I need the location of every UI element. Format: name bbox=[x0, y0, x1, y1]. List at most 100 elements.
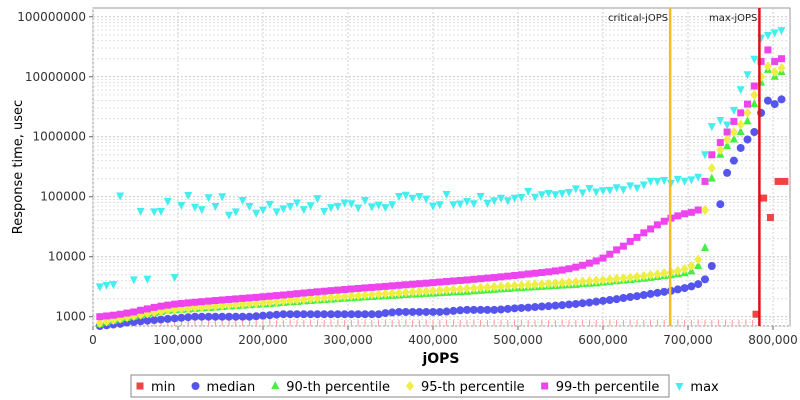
data-point-max bbox=[129, 276, 138, 285]
data-point-median bbox=[531, 303, 539, 312]
data-point-median bbox=[592, 297, 601, 306]
data-point-max bbox=[143, 275, 152, 284]
data-point-95-th-percentile bbox=[490, 281, 499, 292]
data-point-95-th-percentile bbox=[750, 89, 759, 100]
data-point-95-th-percentile bbox=[354, 290, 363, 301]
data-point-max bbox=[687, 176, 696, 185]
data-point-95-th-percentile bbox=[497, 281, 505, 292]
data-point-95-th-percentile bbox=[723, 134, 732, 145]
y-tick-label: 10000 bbox=[48, 250, 86, 264]
data-point-max bbox=[204, 194, 213, 203]
data-point-99-th-percentile bbox=[737, 109, 745, 117]
data-point-median bbox=[415, 307, 424, 316]
data-point-median bbox=[272, 310, 281, 319]
legend-label-min: min bbox=[151, 380, 176, 395]
data-point-max bbox=[544, 189, 553, 198]
data-point-median bbox=[327, 310, 335, 319]
data-point-median bbox=[558, 301, 567, 310]
data-point-99-th-percentile bbox=[184, 299, 192, 307]
data-point-median bbox=[299, 310, 308, 319]
data-point-95-th-percentile bbox=[483, 282, 492, 293]
x-tick-label: 700,000 bbox=[663, 333, 713, 347]
data-point-max bbox=[136, 207, 145, 216]
data-point-99-th-percentile bbox=[599, 254, 607, 262]
data-point-99-th-percentile bbox=[409, 280, 417, 288]
data-point-95-th-percentile bbox=[313, 293, 322, 304]
data-point-95-th-percentile bbox=[449, 284, 458, 295]
data-point-median bbox=[723, 168, 732, 177]
data-point-99-th-percentile bbox=[361, 284, 369, 292]
data-point-median bbox=[694, 280, 703, 289]
data-point-median bbox=[653, 288, 662, 297]
data-point-max bbox=[150, 208, 159, 217]
legend-swatch-90-th-percentile bbox=[271, 381, 280, 389]
data-point-median bbox=[701, 275, 709, 284]
data-point-95-th-percentile bbox=[729, 126, 738, 137]
data-point-max bbox=[503, 197, 512, 206]
data-point-median bbox=[279, 310, 288, 319]
data-point-max bbox=[177, 201, 186, 210]
data-point-max bbox=[401, 191, 410, 200]
data-point-median bbox=[619, 294, 628, 303]
data-point-99-th-percentile bbox=[198, 298, 206, 306]
data-point-median bbox=[571, 299, 580, 308]
jops-markers: critical-jOPS max-jOPS bbox=[608, 8, 761, 326]
data-point-max bbox=[299, 206, 308, 215]
data-point-90-th-percentile bbox=[707, 173, 716, 182]
data-point-95-th-percentile bbox=[401, 287, 410, 298]
data-point-99-th-percentile bbox=[286, 290, 294, 298]
max-jops-label: max-jOPS bbox=[709, 13, 757, 24]
data-point-95-th-percentile bbox=[517, 280, 526, 291]
data-point-95-th-percentile bbox=[469, 283, 478, 294]
data-point-95-th-percentile bbox=[524, 279, 533, 290]
data-point-max bbox=[469, 200, 478, 209]
data-point-99-th-percentile bbox=[687, 208, 695, 216]
data-point-max bbox=[191, 203, 199, 212]
data-point-median bbox=[673, 285, 682, 294]
data-point-95-th-percentile bbox=[619, 273, 628, 284]
data-point-99-th-percentile bbox=[191, 298, 199, 306]
data-point-99-th-percentile bbox=[143, 305, 151, 313]
data-point-95-th-percentile bbox=[320, 292, 329, 303]
data-point-95-th-percentile bbox=[503, 281, 512, 292]
data-point-median bbox=[435, 307, 444, 316]
data-point-median bbox=[361, 310, 369, 319]
data-point-99-th-percentile bbox=[613, 246, 621, 254]
data-point-95-th-percentile bbox=[537, 279, 546, 290]
data-point-max bbox=[265, 200, 274, 209]
data-point-99-th-percentile bbox=[647, 225, 655, 233]
data-point-90-th-percentile bbox=[736, 126, 745, 135]
data-point-max bbox=[558, 190, 567, 199]
data-point-95-th-percentile bbox=[395, 287, 403, 298]
data-point-median bbox=[231, 312, 240, 321]
data-point-median bbox=[750, 127, 759, 136]
data-point-median bbox=[763, 96, 772, 105]
data-point-median bbox=[469, 305, 478, 314]
x-tick-label: 500,000 bbox=[493, 333, 543, 347]
data-point-95-th-percentile bbox=[777, 62, 786, 73]
data-point-99-th-percentile bbox=[723, 128, 731, 136]
data-point-median bbox=[483, 305, 492, 314]
data-point-median bbox=[204, 312, 213, 321]
data-point-99-th-percentile bbox=[177, 300, 185, 308]
data-point-95-th-percentile bbox=[333, 291, 342, 302]
plot-area bbox=[92, 7, 791, 327]
data-point-max bbox=[626, 182, 635, 191]
legend-label-90-th-percentile: 90-th percentile bbox=[286, 380, 390, 395]
data-point-max bbox=[429, 202, 437, 211]
data-point-99-th-percentile bbox=[443, 278, 451, 286]
data-point-median bbox=[537, 302, 546, 311]
data-point-max bbox=[293, 199, 301, 208]
data-point-max bbox=[313, 195, 322, 204]
data-point-max bbox=[723, 121, 732, 130]
data-point-99-th-percentile bbox=[606, 250, 614, 258]
data-point-median bbox=[646, 289, 655, 298]
x-tick-label: 0 bbox=[89, 333, 97, 347]
data-point-max bbox=[367, 203, 376, 212]
data-point-max bbox=[388, 201, 397, 210]
data-point-95-th-percentile bbox=[673, 265, 682, 276]
data-point-90-th-percentile bbox=[701, 242, 709, 251]
data-point-median bbox=[374, 310, 383, 319]
data-point-max bbox=[422, 195, 431, 204]
data-point-median bbox=[293, 310, 301, 319]
